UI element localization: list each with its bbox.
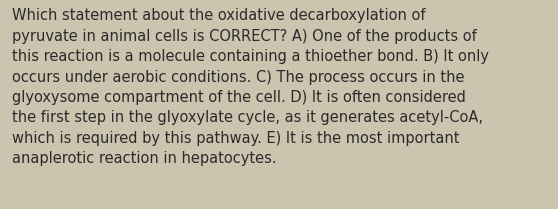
Text: Which statement about the oxidative decarboxylation of
pyruvate in animal cells : Which statement about the oxidative deca…: [12, 8, 489, 166]
